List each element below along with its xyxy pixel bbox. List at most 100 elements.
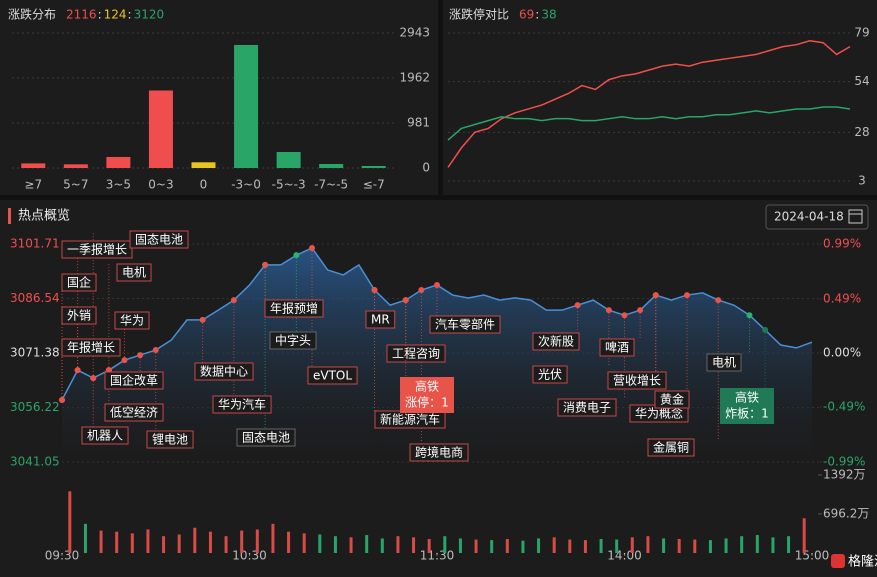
volume-bar bbox=[646, 536, 650, 553]
volume-bar bbox=[271, 523, 275, 553]
tag-box bbox=[114, 311, 150, 330]
x-tick-label: -3~0 bbox=[231, 178, 261, 192]
volume-bar bbox=[396, 536, 400, 553]
tag-label: 营收增长 bbox=[613, 374, 661, 388]
volume-bar bbox=[318, 534, 322, 553]
date: 2024-04-18 bbox=[774, 210, 844, 224]
volume-bar bbox=[130, 533, 134, 553]
series-line bbox=[447, 40, 851, 168]
count: 124 bbox=[104, 8, 127, 22]
bar bbox=[191, 162, 216, 168]
tag-dot bbox=[309, 244, 315, 251]
y-tick-label: 3071.38 bbox=[10, 346, 60, 360]
volume-bar bbox=[365, 535, 369, 553]
tag-box bbox=[532, 332, 580, 351]
limit-box bbox=[720, 388, 774, 424]
y2-tick-label: 0.99% bbox=[823, 237, 861, 251]
tag-dot bbox=[637, 307, 644, 314]
tag-box bbox=[269, 331, 317, 350]
y2-tick-label: 0.49% bbox=[823, 292, 861, 306]
tag-label: 国企改革 bbox=[110, 373, 158, 388]
x-tick-label: ≤-7 bbox=[363, 178, 385, 192]
tag-dot bbox=[652, 292, 659, 299]
x-tick-label: -7~-5 bbox=[314, 178, 348, 192]
tag-box bbox=[264, 299, 324, 318]
separator: : bbox=[98, 8, 102, 22]
volume-bar bbox=[693, 539, 697, 553]
count: 3120 bbox=[134, 8, 165, 22]
tag-label: 中字头 bbox=[275, 333, 311, 348]
tag-label: 年报增长 bbox=[67, 340, 115, 355]
limit-name: 高铁 bbox=[415, 379, 439, 394]
limit-count: 炸板：1 bbox=[725, 407, 769, 421]
bar bbox=[319, 164, 344, 168]
tag-dot bbox=[137, 352, 144, 359]
watermark: 格隆汇 bbox=[848, 554, 877, 570]
tag-label: 固态电池 bbox=[242, 431, 290, 445]
series-line bbox=[447, 106, 851, 141]
y-tick-label: 3086.54 bbox=[10, 291, 60, 305]
calendar-icon bbox=[848, 209, 863, 224]
volume-bar bbox=[193, 527, 197, 553]
tag-label: 次新股 bbox=[538, 334, 574, 349]
tag-box bbox=[599, 338, 635, 357]
y-tick-label: 54 bbox=[854, 74, 869, 88]
tag-dot bbox=[574, 302, 581, 309]
x-tick-label: -5~-3 bbox=[272, 178, 306, 192]
x-tick-label: 10:30 bbox=[232, 549, 267, 563]
volume-bar bbox=[177, 534, 181, 553]
volume-bar bbox=[349, 537, 353, 553]
tag-label: 固态电池 bbox=[135, 233, 183, 247]
tag-dot bbox=[684, 292, 690, 299]
limit-name: 高铁 bbox=[735, 390, 759, 405]
volume-bar bbox=[224, 536, 228, 553]
tag-box bbox=[386, 344, 446, 363]
tag-box bbox=[607, 371, 667, 390]
tag-box bbox=[61, 306, 97, 325]
volume-bar bbox=[771, 537, 775, 553]
bar bbox=[106, 156, 131, 168]
tag-label: 汽车零部件 bbox=[435, 317, 495, 332]
date-picker[interactable] bbox=[765, 204, 869, 230]
volume-bar bbox=[724, 538, 728, 553]
tag-dot bbox=[230, 297, 237, 304]
limit-box bbox=[400, 377, 454, 413]
panel-title: 涨跌停对比 bbox=[449, 7, 509, 22]
tag-box bbox=[654, 390, 690, 409]
tag-box bbox=[61, 240, 133, 259]
tag-label: 电机 bbox=[712, 356, 736, 370]
y2-tick-label: -0.99% bbox=[823, 455, 865, 469]
watermark-logo bbox=[831, 554, 845, 568]
volume-bar bbox=[708, 540, 712, 553]
tag-box bbox=[194, 362, 254, 381]
tag-box bbox=[236, 428, 296, 447]
y-tick-label: 0 bbox=[422, 161, 430, 175]
x-tick-label: ≥7 bbox=[24, 178, 42, 192]
tag-box bbox=[647, 438, 695, 457]
tag-label: 一季报增长 bbox=[67, 242, 127, 257]
volume-bar bbox=[380, 538, 384, 553]
limit-count: 涨停：1 bbox=[405, 395, 449, 410]
volume-bar bbox=[333, 536, 337, 553]
bar bbox=[63, 164, 88, 168]
volume-bar bbox=[537, 538, 541, 553]
tag-dot bbox=[402, 297, 409, 304]
volume-bar bbox=[302, 533, 306, 553]
volume-bar bbox=[662, 538, 666, 553]
tag-dot bbox=[746, 312, 753, 319]
x-tick-label: 09:30 bbox=[45, 549, 80, 563]
volume-bar bbox=[474, 539, 478, 553]
volume-bar bbox=[583, 540, 587, 553]
volume-bar bbox=[287, 531, 291, 553]
volume-bar bbox=[240, 530, 244, 553]
y2-tick-label: 0.00% bbox=[823, 346, 861, 360]
volume-bar bbox=[521, 540, 525, 553]
volume-bar bbox=[412, 537, 416, 553]
x-tick-label: 3~5 bbox=[106, 178, 131, 192]
tag-label: 跨境电商 bbox=[415, 445, 463, 460]
tag-label: 金属铜 bbox=[653, 440, 689, 455]
volume-bar bbox=[146, 529, 150, 553]
volume-bar bbox=[162, 536, 166, 553]
volume-bar bbox=[630, 537, 634, 553]
tag-box bbox=[81, 426, 129, 445]
